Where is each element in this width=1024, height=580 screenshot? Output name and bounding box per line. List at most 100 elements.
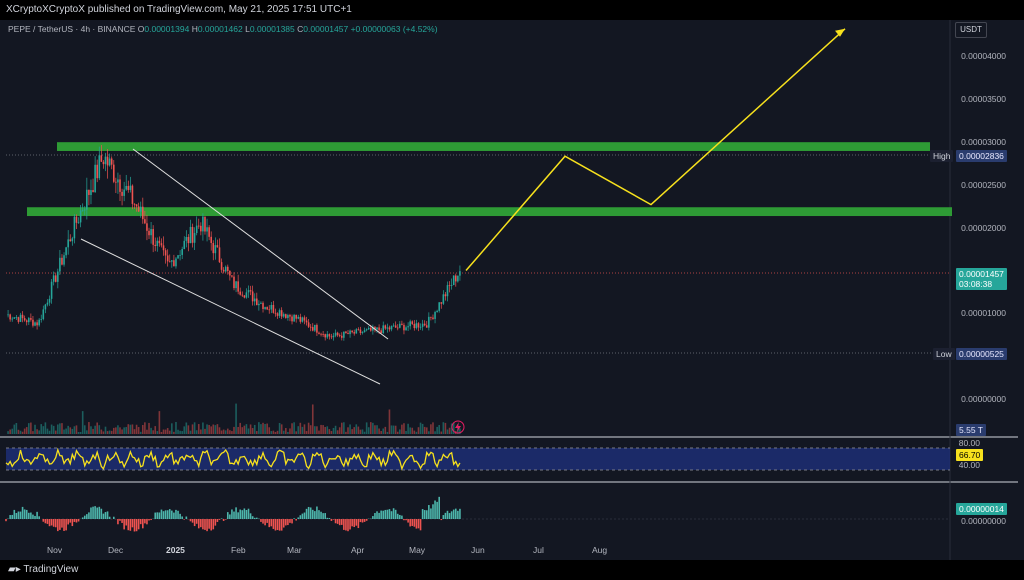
candle-body [307,322,310,327]
projection-path[interactable] [465,28,846,272]
macd-bar [251,516,254,519]
macd-bar [256,517,258,519]
candle-body [336,332,339,336]
macd-bar [36,511,38,519]
candle-body [419,326,422,328]
volume-bar [30,422,32,434]
macd-bar [42,519,45,522]
volume-bar [75,425,78,434]
candle-body [69,239,72,242]
candle-body [249,290,252,292]
macd-bar [210,519,212,531]
candle-body [175,258,177,267]
resistance-zone-upper[interactable] [57,142,930,151]
macd-bar [411,519,414,526]
macd-bar [394,509,397,519]
volume-bar [73,426,76,434]
price-tick: 0.00002000 [961,223,1006,233]
macd-bar [378,512,380,519]
macd-bar [90,507,92,519]
volume-bar [175,422,177,434]
macd-bar [343,519,345,530]
candle-body [274,312,277,314]
volume-bar [144,422,146,434]
candle-body [268,309,271,311]
candle-body [129,185,132,190]
volume-bar [108,430,111,434]
volume-bar [79,431,82,434]
macd-bar [245,509,248,519]
volume-bar [220,430,223,434]
candle-body [11,318,14,320]
macd-bar [322,513,324,519]
macd-bar [361,519,364,523]
tradingview-logo[interactable]: ▰▸ TradingView [8,564,78,575]
symbol-name: PEPE / TetherUS · 4h · BINANCE [8,24,136,34]
volume-bar [243,425,246,434]
macd-bar [212,519,215,530]
candle-body [86,189,88,210]
macd-bar [96,507,98,519]
volume-bar [396,431,399,434]
volume-bar [204,428,206,434]
candle-body [326,334,329,338]
volume-bar [104,426,107,434]
volume-bar [187,425,190,434]
volume-bar [382,428,385,434]
lightning-icon[interactable] [451,420,465,434]
wedge-lower-line[interactable] [80,238,381,385]
macd-bar [166,510,169,519]
price-tick: 0.00000000 [961,394,1006,404]
low-label-tag: Low [933,348,955,360]
price-tick: 0.00002500 [961,180,1006,190]
candle-body [220,262,223,270]
candle-body [63,255,65,265]
volume-bar [19,430,22,434]
volume-bar [295,431,297,434]
macd-bar [421,509,424,519]
time-tick: Mar [287,545,302,555]
candle-body [291,316,293,322]
candle-body [191,226,194,243]
macd-bar [382,510,385,519]
volume-bar [237,426,239,434]
candle-body [278,310,281,316]
volume-bar [52,425,55,434]
candle-body [36,322,38,326]
resistance-zone-lower[interactable] [27,207,952,217]
macd-bar [71,519,74,527]
wedge-upper-line[interactable] [132,148,389,340]
candle-body [146,223,148,231]
candle-body [285,314,287,318]
macd-bar [131,519,134,528]
currency-button[interactable]: USDT [955,22,987,38]
volume-bar [307,422,310,434]
volume-bar [311,404,314,434]
macd-bar [363,519,366,522]
macd-bar [202,519,204,530]
candle-body [75,216,78,223]
rsi-line [5,447,461,471]
candle-body [173,260,175,267]
candle-body [7,314,9,316]
candle-body [276,313,279,316]
candle-body [164,250,167,256]
macd-bar [359,519,362,523]
candle-body [338,335,341,337]
candle-body [166,255,169,262]
macd-bar [63,519,65,531]
time-tick: Dec [108,545,124,555]
macd-bar [336,519,339,524]
macd-bar [293,518,295,519]
volume-bar [268,427,271,434]
candle-body [392,325,395,327]
macd-bar [409,519,411,527]
macd-histogram [5,496,461,532]
volume-bar [287,431,289,434]
volume-bar [200,429,202,434]
candle-body [299,316,302,322]
macd-bar [229,514,231,519]
macd-bar [280,519,283,531]
high-value-tag: 0.00002836 [956,150,1007,162]
